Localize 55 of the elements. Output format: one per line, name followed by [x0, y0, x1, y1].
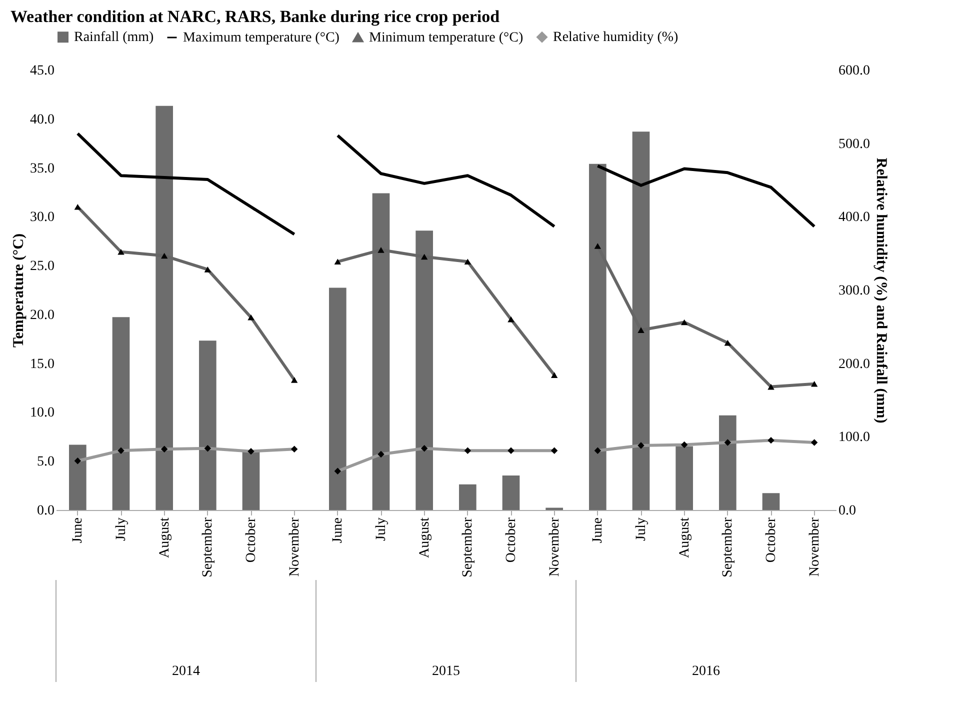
x-tick-label: October: [764, 517, 779, 563]
x-tick-label: November: [287, 517, 302, 577]
x-tick-label: October: [504, 517, 519, 563]
bar: [199, 340, 216, 510]
legend-label: Rainfall (mm): [74, 30, 154, 46]
y-tick-label: 5.0: [37, 454, 54, 470]
legend-label: Maximum temperature (°C): [183, 30, 340, 46]
y2-tick-label: 300.0: [838, 284, 870, 298]
y2-tick-label: 500.0: [838, 136, 870, 152]
text: 2015: [432, 664, 460, 679]
bar: [329, 288, 346, 510]
x-tick-label: July: [374, 518, 389, 541]
y-tick-label: 30.0: [30, 210, 54, 226]
bar: [459, 484, 476, 510]
x-tick-label: October: [244, 517, 259, 563]
x-tick-label: August: [157, 517, 172, 558]
bar: [502, 476, 520, 510]
y-tick-label: 10.0: [30, 406, 54, 421]
x-tick-label: September: [460, 517, 476, 578]
y-tick-label: 25.0: [30, 259, 54, 274]
x-tick-label: June: [70, 518, 86, 544]
y-tick-label: 20.0: [30, 308, 54, 323]
y2-axis-title: Relative humidity (%) and Rainfall (mm): [873, 158, 889, 424]
x-tick-label: August: [417, 517, 432, 558]
x-tick-label: September: [720, 517, 736, 578]
y2-tick-label: 600.0: [838, 64, 870, 78]
y-tick-label: 45.0: [30, 64, 54, 78]
y2-tick-label: 200.0: [838, 356, 870, 372]
text: 2014: [172, 664, 200, 679]
x-tick-label: July: [634, 518, 649, 541]
bar: [676, 446, 693, 510]
x-tick-label: September: [200, 517, 216, 578]
bar: [242, 450, 260, 510]
y-tick-label: 40.0: [30, 112, 54, 128]
bar: [719, 415, 736, 510]
y2-tick-label: 0.0: [838, 504, 856, 518]
bar: [112, 317, 130, 510]
y2-tick-label: 400.0: [838, 210, 870, 226]
legend-label: Minimum temperature (°C): [369, 30, 524, 46]
x-tick-label: November: [807, 517, 822, 577]
bar: [69, 444, 86, 510]
y-axis-title: Temperature (°C): [11, 234, 27, 348]
legend-label: Relative humidity (%): [553, 30, 679, 46]
y2-tick-label: 100.0: [838, 430, 870, 446]
x-tick-label: July: [114, 518, 129, 541]
text: 2016: [692, 664, 720, 679]
x-tick-label: June: [330, 518, 346, 544]
x-tick-label: August: [677, 517, 692, 558]
y-tick-label: 15.0: [30, 356, 54, 372]
chart-title: Weather condition at NARC, RARS, Banke during rice crop period: [10, 7, 500, 26]
bar: [762, 493, 780, 510]
x-tick-label: November: [547, 517, 562, 577]
x-tick-label: June: [590, 518, 606, 544]
y-tick-label: 35.0: [30, 161, 54, 176]
y-tick-label: 0.0: [37, 504, 54, 518]
